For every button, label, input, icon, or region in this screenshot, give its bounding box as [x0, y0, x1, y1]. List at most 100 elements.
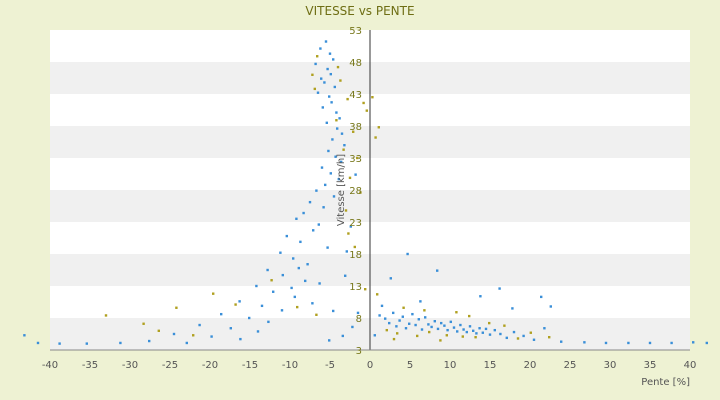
- data-point: [248, 316, 251, 320]
- data-point: [332, 195, 336, 198]
- data-point: [336, 127, 339, 130]
- x-tick-label: -40: [42, 360, 58, 371]
- x-tick-label: 0: [367, 360, 373, 371]
- data-point: [297, 266, 300, 270]
- y-tick-label: 48: [349, 58, 362, 69]
- data-point: [420, 328, 424, 331]
- data-point: [388, 321, 391, 325]
- data-point: [445, 334, 448, 337]
- data-point: [311, 302, 314, 305]
- data-point: [392, 337, 396, 341]
- data-point: [344, 209, 348, 212]
- data-point: [416, 334, 419, 338]
- data-point: [456, 330, 459, 333]
- data-point: [353, 245, 356, 249]
- data-point: [304, 279, 307, 283]
- data-point: [295, 217, 298, 220]
- y-tick-label: 3: [356, 346, 362, 357]
- data-point: [433, 320, 436, 323]
- data-point: [119, 341, 122, 345]
- data-point: [461, 335, 464, 338]
- data-point: [408, 322, 411, 325]
- data-point: [266, 268, 269, 272]
- data-point: [479, 295, 482, 298]
- data-point: [362, 101, 365, 105]
- data-point: [340, 160, 343, 164]
- data-point: [320, 77, 323, 80]
- data-point: [446, 328, 449, 332]
- y-tick-label: 28: [349, 186, 362, 197]
- data-point: [239, 337, 242, 341]
- data-point: [157, 329, 160, 332]
- data-point: [238, 300, 241, 303]
- data-point: [344, 274, 347, 277]
- data-point: [436, 269, 439, 272]
- data-point: [430, 325, 433, 329]
- y-tick-label: 38: [349, 122, 362, 133]
- data-point: [493, 328, 496, 332]
- data-point: [267, 320, 270, 324]
- data-point: [401, 315, 404, 318]
- x-tick-label: -35: [82, 360, 98, 371]
- y-tick-label: 18: [349, 250, 362, 261]
- data-point: [299, 240, 302, 244]
- data-point: [325, 121, 328, 124]
- data-point: [58, 342, 61, 345]
- x-tick-label: 20: [524, 360, 537, 371]
- y-axis-label: Vitesse [km/h]: [336, 154, 347, 226]
- data-point: [468, 314, 471, 318]
- data-point: [347, 232, 350, 235]
- data-point: [428, 330, 431, 334]
- data-point: [439, 339, 442, 342]
- y-tick-label: 43: [349, 90, 362, 101]
- data-point: [692, 341, 695, 344]
- data-point: [324, 183, 327, 187]
- data-point: [356, 311, 360, 315]
- data-point: [472, 329, 475, 332]
- data-point: [498, 287, 501, 290]
- data-point: [192, 334, 195, 337]
- data-point: [332, 309, 335, 313]
- data-point: [398, 319, 401, 322]
- data-point: [272, 290, 275, 293]
- data-point: [290, 286, 293, 290]
- data-point: [419, 300, 422, 303]
- data-point: [270, 279, 273, 282]
- y-tick-label: 13: [349, 282, 362, 293]
- data-point: [335, 119, 338, 122]
- x-tick-label: 15: [484, 360, 497, 371]
- data-point: [313, 87, 316, 91]
- data-point: [488, 333, 492, 336]
- data-point: [443, 324, 446, 327]
- data-point: [374, 136, 377, 139]
- data-point: [389, 277, 392, 280]
- data-point: [395, 325, 398, 328]
- data-point: [376, 293, 379, 296]
- data-point: [503, 324, 506, 327]
- data-point: [256, 330, 260, 333]
- data-point: [392, 311, 395, 315]
- data-point: [210, 335, 213, 338]
- data-point: [339, 79, 342, 82]
- data-point: [484, 327, 488, 331]
- data-point: [449, 320, 452, 324]
- data-point: [322, 206, 325, 209]
- data-point: [296, 305, 299, 309]
- data-point: [312, 229, 315, 232]
- data-point: [340, 132, 344, 135]
- data-point: [311, 73, 314, 76]
- data-point: [332, 58, 335, 61]
- data-point: [475, 332, 478, 335]
- data-point: [285, 234, 288, 238]
- data-point: [511, 307, 514, 310]
- x-tick-label: -10: [282, 360, 298, 371]
- x-axis-label: Pente [%]: [641, 377, 690, 388]
- data-point: [220, 312, 223, 316]
- data-point: [104, 314, 108, 317]
- data-point: [36, 341, 40, 345]
- data-point: [185, 341, 188, 345]
- x-tick-label: -30: [122, 360, 138, 371]
- data-point: [522, 334, 525, 338]
- data-point: [627, 341, 630, 345]
- data-point: [396, 332, 399, 335]
